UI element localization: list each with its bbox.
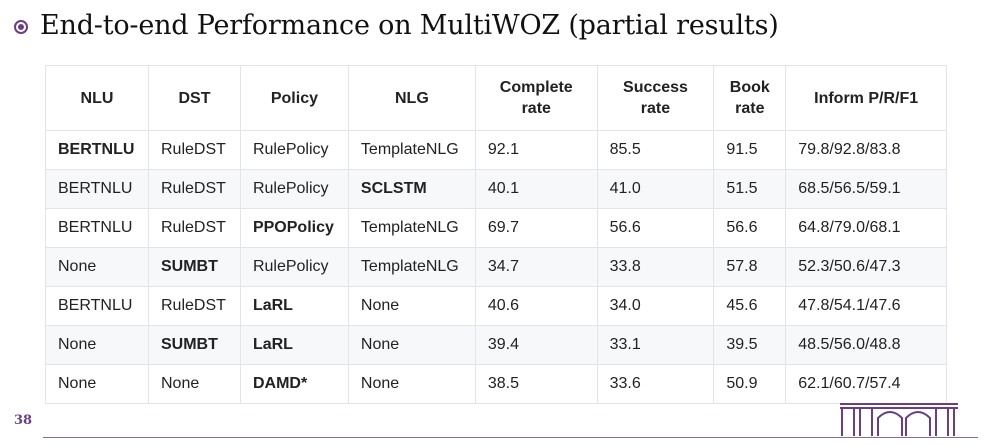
header-policy: Policy: [239, 65, 349, 131]
table-cell: 79.8/92.8/83.8: [785, 130, 947, 170]
table-cell: 33.8: [596, 247, 715, 287]
header-dst: DST: [147, 65, 241, 131]
table-cell: None: [347, 286, 476, 326]
table-cell: TemplateNLG: [347, 208, 476, 248]
table-row: None SUMBT RulePolicy TemplateNLG 34.7 3…: [45, 247, 947, 287]
table-cell: 69.7: [474, 208, 598, 248]
table-row: BERTNLU RuleDST LaRL None 40.6 34.0 45.6…: [45, 286, 947, 326]
table-cell: 33.6: [596, 364, 715, 404]
table-body: BERTNLU RuleDST RulePolicy TemplateNLG 9…: [45, 130, 947, 404]
table-cell: 48.5/56.0/48.8: [785, 325, 947, 365]
header-success-rate: Success rate: [596, 65, 715, 131]
table-cell: LaRL: [239, 325, 349, 365]
table-cell: 91.5: [713, 130, 787, 170]
table-cell: TemplateNLG: [347, 247, 476, 287]
table-cell: LaRL: [239, 286, 349, 326]
slide-title-row: End-to-end Performance on MultiWOZ (part…: [14, 10, 779, 41]
table-cell: BERTNLU: [45, 130, 149, 170]
table-cell: 39.5: [713, 325, 787, 365]
table-cell: 33.1: [596, 325, 715, 365]
table-cell: 40.6: [474, 286, 598, 326]
header-nlg: NLG: [347, 65, 476, 131]
table-cell: 62.1/60.7/57.4: [785, 364, 947, 404]
table-row: BERTNLU RuleDST RulePolicy SCLSTM 40.1 4…: [45, 169, 947, 209]
header-inform-prf1: Inform P/R/F1: [785, 65, 947, 131]
slide-title: End-to-end Performance on MultiWOZ (part…: [40, 10, 779, 41]
table-cell: SCLSTM: [347, 169, 476, 209]
table-cell: 68.5/56.5/59.1: [785, 169, 947, 209]
table-cell: 38.5: [474, 364, 598, 404]
table-cell: RuleDST: [147, 208, 241, 248]
table-row: None SUMBT LaRL None 39.4 33.1 39.5 48.5…: [45, 325, 947, 365]
header-book-rate: Book rate: [713, 65, 787, 131]
table-cell: 34.0: [596, 286, 715, 326]
table-cell: None: [347, 364, 476, 404]
table-cell: 64.8/79.0/68.1: [785, 208, 947, 248]
table-cell: BERTNLU: [45, 208, 149, 248]
table-cell: 57.8: [713, 247, 787, 287]
table-cell: 39.4: [474, 325, 598, 365]
table-row: None None DAMD* None 38.5 33.6 50.9 62.1…: [45, 364, 947, 404]
header-nlu: NLU: [45, 65, 149, 131]
table-cell: SUMBT: [147, 247, 241, 287]
circle-bullet-icon: [14, 19, 28, 34]
table-cell: None: [45, 325, 149, 365]
table-cell: RuleDST: [147, 169, 241, 209]
table-cell: BERTNLU: [45, 286, 149, 326]
table-row: BERTNLU RuleDST PPOPolicy TemplateNLG 69…: [45, 208, 947, 248]
table-cell: 50.9: [713, 364, 787, 404]
table-cell: 85.5: [596, 130, 715, 170]
table-cell: 92.1: [474, 130, 598, 170]
table-cell: 52.3/50.6/47.3: [785, 247, 947, 287]
table-cell: SUMBT: [147, 325, 241, 365]
table-cell: None: [45, 247, 149, 287]
table-cell: 47.8/54.1/47.6: [785, 286, 947, 326]
table-cell: None: [45, 364, 149, 404]
page-number: 38: [14, 413, 33, 428]
table-header-row: NLU DST Policy NLG Complete rate Success r…: [45, 65, 947, 131]
results-table: NLU DST Policy NLG Complete rate Success r…: [45, 65, 947, 404]
table-cell: RuleDST: [147, 130, 241, 170]
table-cell: 56.6: [596, 208, 715, 248]
table-cell: DAMD*: [239, 364, 349, 404]
table-cell: BERTNLU: [45, 169, 149, 209]
table-cell: RuleDST: [147, 286, 241, 326]
table-row: BERTNLU RuleDST RulePolicy TemplateNLG 9…: [45, 130, 947, 170]
header-complete-rate: Complete rate: [474, 65, 598, 131]
table-cell: 45.6: [713, 286, 787, 326]
table-cell: PPOPolicy: [239, 208, 349, 248]
university-gate-logo: [840, 403, 958, 436]
table-cell: RulePolicy: [239, 130, 349, 170]
footer-divider: [43, 437, 978, 438]
table-cell: 51.5: [713, 169, 787, 209]
table-cell: RulePolicy: [239, 169, 349, 209]
table-cell: 34.7: [474, 247, 598, 287]
table-cell: 40.1: [474, 169, 598, 209]
table-cell: RulePolicy: [239, 247, 349, 287]
table-cell: 41.0: [596, 169, 715, 209]
table-cell: 56.6: [713, 208, 787, 248]
table-cell: TemplateNLG: [347, 130, 476, 170]
table-cell: None: [147, 364, 241, 404]
table-cell: None: [347, 325, 476, 365]
